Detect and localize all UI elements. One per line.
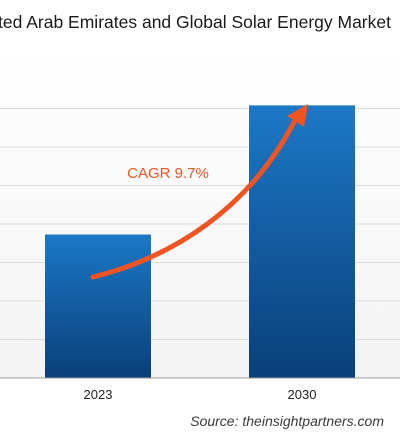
bar-2030 <box>249 105 355 379</box>
bars <box>45 105 355 379</box>
cagr-arrowhead <box>287 104 308 127</box>
source-credit: Source: theinsightpartners.com <box>190 413 384 429</box>
bar-2023 <box>45 234 151 378</box>
x-tick-label: 2030 <box>288 387 317 402</box>
x-tick-label: 2023 <box>84 387 113 402</box>
cagr-arrow <box>90 115 299 280</box>
cagr-annotation: CAGR 9.7% <box>127 165 209 182</box>
x-tick-labels: 2023 2030 <box>84 387 317 402</box>
chart-title: ted Arab Emirates and Global Solar Energ… <box>0 12 391 32</box>
